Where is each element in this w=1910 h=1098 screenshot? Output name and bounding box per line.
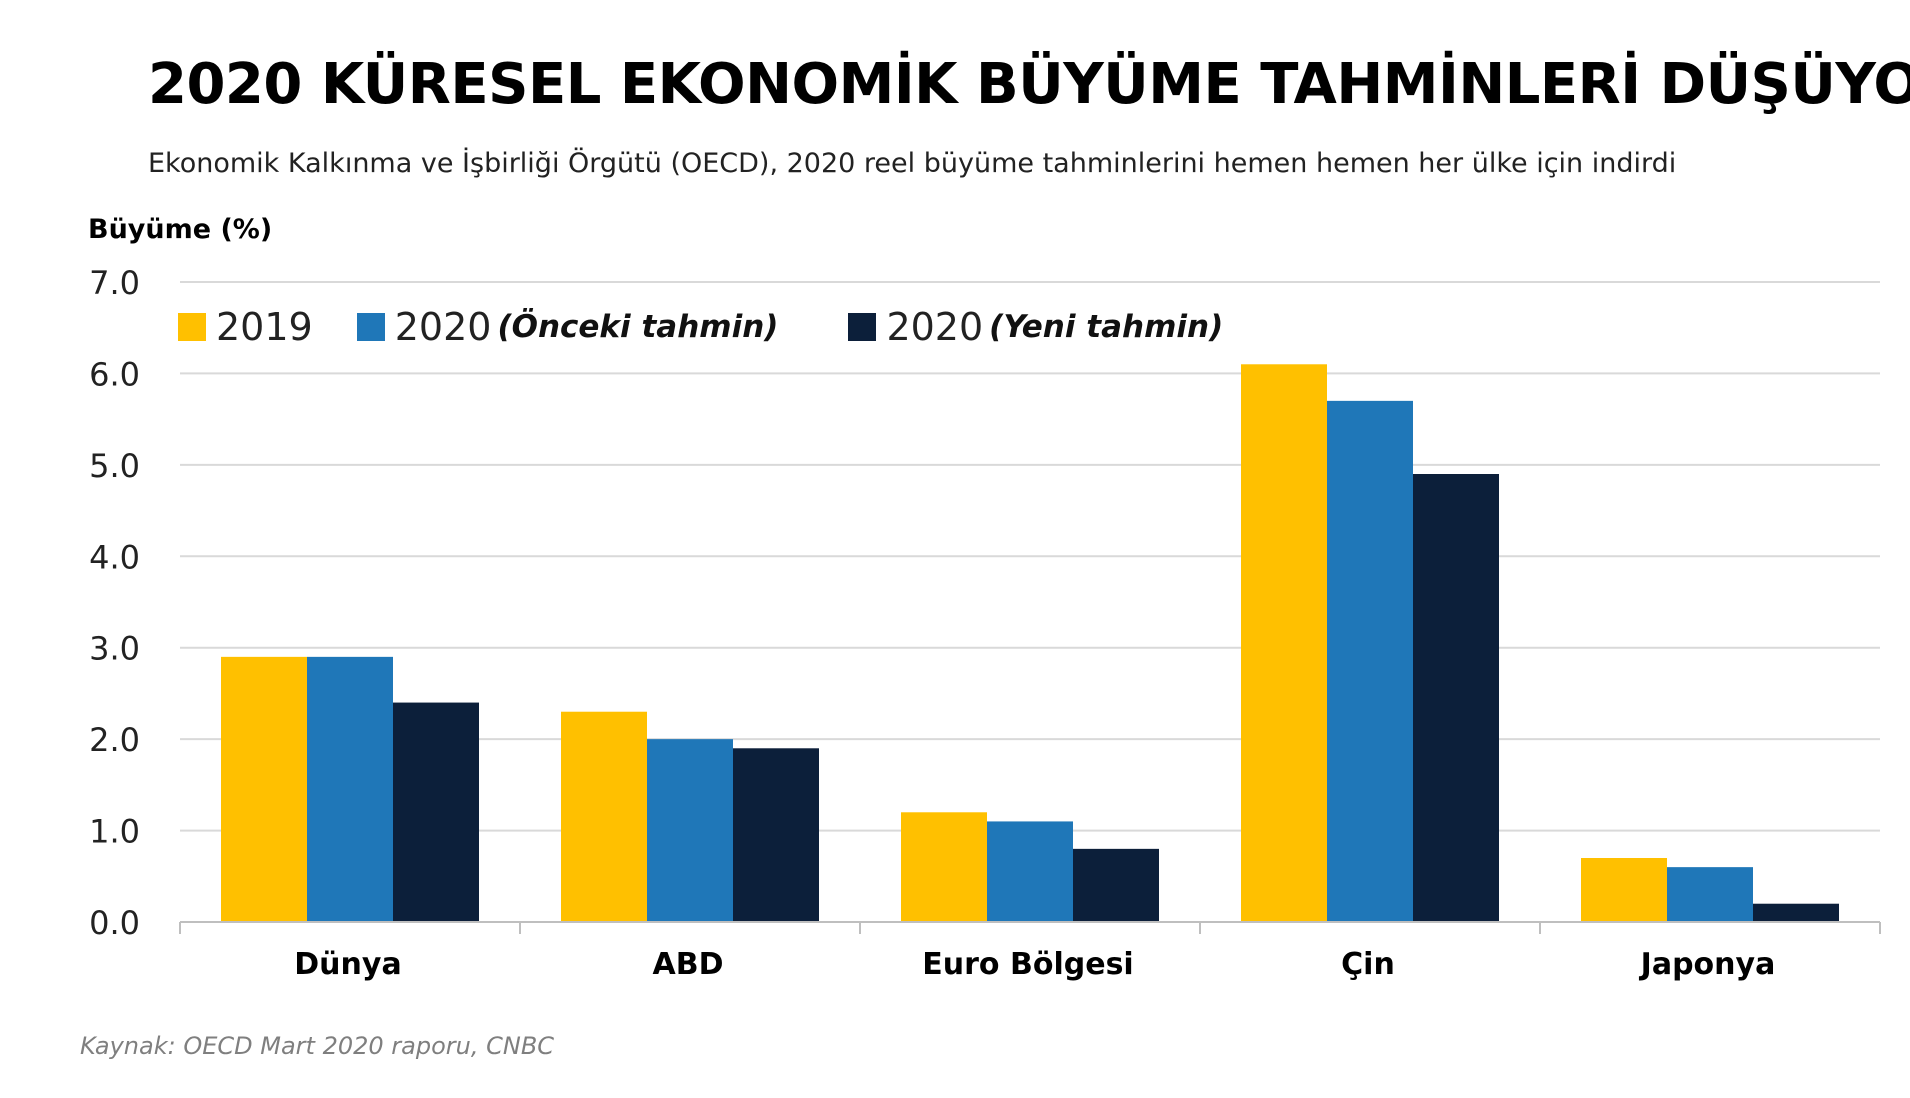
bar — [987, 821, 1073, 922]
legend: 2019 2020 (Önceki tahmin) 2020 (Yeni tah… — [178, 305, 1223, 349]
legend-item-2019: 2019 — [178, 305, 313, 349]
y-tick-labels: 0.0 1.0 2.0 3.0 4.0 5.0 6.0 7.0 — [89, 264, 140, 942]
x-tick-label: Japonya — [1639, 947, 1776, 982]
y-tick-label: 3.0 — [89, 630, 140, 668]
y-tick-label: 7.0 — [89, 264, 140, 302]
y-tick-label: 0.0 — [89, 904, 140, 942]
bar — [1073, 848, 1159, 922]
legend-swatch — [356, 313, 385, 341]
x-tick-labels: Dünya ABD Euro Bölgesi Çin Japonya — [294, 947, 1775, 982]
source-note: Kaynak: OECD Mart 2020 raporu, CNBC — [80, 1032, 555, 1060]
bar — [647, 739, 733, 922]
bars — [221, 364, 1839, 922]
bar — [221, 656, 307, 922]
chart-title: 2020 KÜRESEL EKONOMİK BÜYÜME TAHMİNLERİ … — [148, 52, 1910, 117]
y-tick-label: 6.0 — [89, 355, 140, 393]
bar — [1753, 903, 1839, 922]
y-tick-label: 4.0 — [89, 538, 140, 576]
legend-label: 2020 — [886, 305, 984, 349]
bar — [1667, 867, 1753, 922]
bar — [1241, 364, 1327, 922]
bar — [393, 702, 479, 922]
bar — [1327, 400, 1413, 922]
legend-item-2020-new: 2020 (Yeni tahmin) — [848, 305, 1223, 349]
bar — [1581, 858, 1667, 922]
legend-swatch — [848, 313, 877, 341]
y-tick-label: 5.0 — [89, 447, 140, 485]
y-tick-label: 1.0 — [89, 813, 140, 851]
legend-note: (Önceki tahmin) — [497, 309, 779, 345]
legend-note: (Yeni tahmin) — [989, 309, 1224, 345]
x-tick-label: Euro Bölgesi — [922, 947, 1133, 982]
legend-item-2020-previous: 2020 (Önceki tahmin) — [356, 305, 779, 349]
y-tick-label: 2.0 — [89, 721, 140, 759]
x-tick-label: Dünya — [294, 947, 401, 982]
legend-swatch — [178, 313, 206, 341]
bar — [307, 656, 393, 922]
bar — [901, 812, 987, 922]
x-axis — [179, 921, 1881, 934]
x-tick-label: ABD — [653, 947, 724, 982]
legend-label: 2019 — [216, 305, 313, 349]
bar — [733, 748, 819, 922]
bar — [1413, 474, 1499, 922]
y-axis-label: Büyüme (%) — [88, 214, 272, 245]
legend-label: 2020 — [394, 305, 492, 349]
x-tick-label: Çin — [1341, 947, 1395, 982]
chart-subtitle: Ekonomik Kalkınma ve İşbirliği Örgütü (O… — [148, 148, 1677, 179]
bar — [561, 711, 647, 922]
